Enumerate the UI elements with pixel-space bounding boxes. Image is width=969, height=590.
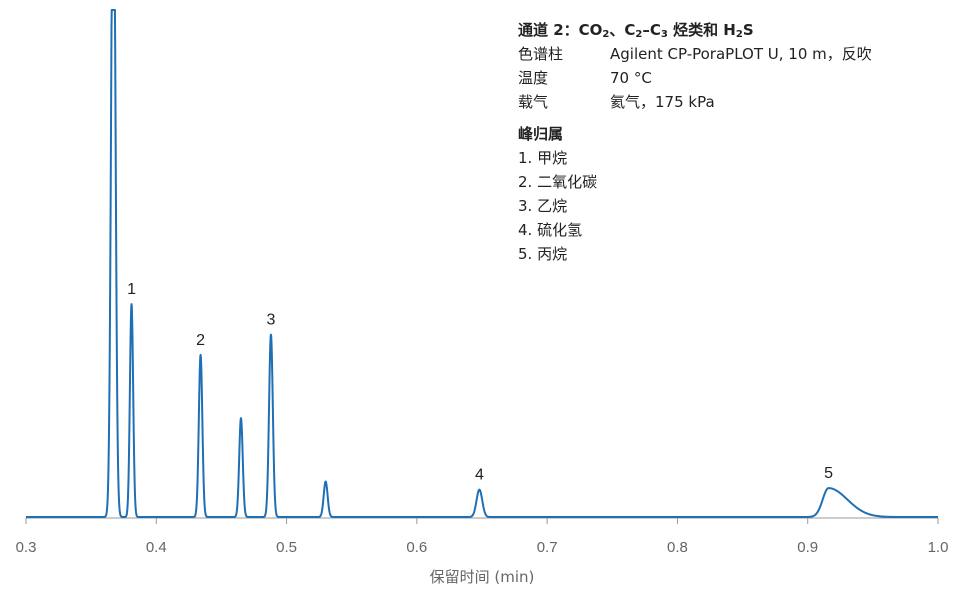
channel-title: 通道 2：CO2、C2–C3 烃类和 H2S [518, 21, 754, 40]
peak-item-5: 5. 丙烷 [518, 245, 568, 263]
peak-label-3: 3 [266, 311, 275, 328]
peak-label-1: 1 [127, 281, 136, 298]
peak-item-2: 2. 二氧化碳 [518, 173, 598, 191]
x-axis-title: 保留时间 (min) [430, 568, 535, 586]
chromatogram-trace [25, 9, 939, 518]
column-row: 色谱柱 Agilent CP-PoraPLOT U, 10 m，反吹 [518, 45, 872, 63]
peak-label-2: 2 [196, 332, 205, 349]
carrier-gas-row: 载气 氦气，175 kPa [518, 93, 715, 111]
peak-item-1: 1. 甲烷 [518, 149, 568, 167]
temperature-row: 温度 70 °C [518, 69, 652, 87]
x-tick-label: 0.9 [797, 539, 818, 556]
peaks-heading: 峰归属 [518, 125, 564, 143]
info-panel: 通道 2：CO2、C2–C3 烃类和 H2S 色谱柱 Agilent CP-Por… [518, 18, 872, 266]
peak-labels: 1 2 3 4 5 [127, 281, 833, 484]
x-tick-label: 0.6 [406, 539, 427, 556]
x-tick-label: 0.4 [146, 539, 167, 556]
peak-label-4: 4 [475, 467, 484, 484]
x-tick-label: 0.8 [667, 539, 688, 556]
x-tick-label: 0.7 [537, 539, 558, 556]
x-tick-label: 0.3 [16, 539, 37, 556]
x-tick-label: 1.0 [928, 539, 949, 556]
x-tick-label: 0.5 [276, 539, 297, 556]
peak-label-5: 5 [824, 465, 833, 482]
peak-item-4: 4. 硫化氢 [518, 221, 583, 239]
x-axis-ticks: 0.3 0.4 0.5 0.6 0.7 0.8 0.9 1.0 [16, 518, 949, 556]
peak-item-3: 3. 乙烷 [518, 197, 568, 215]
